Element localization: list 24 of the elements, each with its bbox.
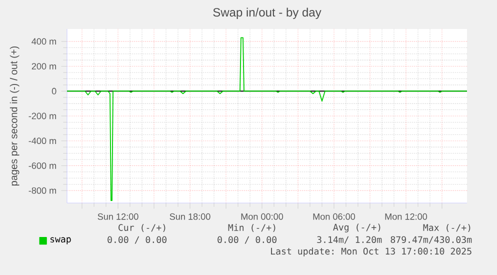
x-tick-label: Mon 00:00	[241, 213, 284, 220]
x-tick-label: Mon 06:00	[313, 213, 356, 220]
text: 3.14m/ 1.20m	[317, 236, 382, 244]
text: Min (-/+)	[228, 224, 276, 232]
x-tick-label: Sun 18:00	[170, 213, 210, 220]
y-tick-label: -800 m	[28, 187, 56, 194]
y-tick-label: 400 m	[32, 38, 56, 45]
text: 0.00 / 0.00	[108, 236, 166, 244]
text: Last update: Mon Oct 13 17:00:10 2025	[271, 248, 472, 256]
y-tick-label: -400 m	[28, 138, 56, 144]
chart-title: Swap in/out - by day	[213, 8, 322, 19]
y-tick-label: 200 m	[32, 63, 56, 70]
y-tick-label: -200 m	[28, 112, 56, 120]
x-tick-label: Sun 12:00	[98, 213, 138, 220]
text: Cur (-/+)	[118, 224, 166, 232]
text: 0.00 / 0.00	[218, 236, 276, 244]
text: Max (-/+)	[423, 224, 470, 232]
y-axis-title: pages per second in (-) / out (+)	[10, 46, 20, 186]
x-tick-label: Mon 12:00	[385, 213, 428, 220]
text: 879.47m/430.03m	[390, 236, 472, 244]
y-tick-label: -600 m	[28, 162, 56, 169]
legend-label: swap	[50, 237, 71, 244]
y-tick-label: 0	[52, 88, 56, 94]
text: Avg (-/+)	[333, 224, 380, 232]
